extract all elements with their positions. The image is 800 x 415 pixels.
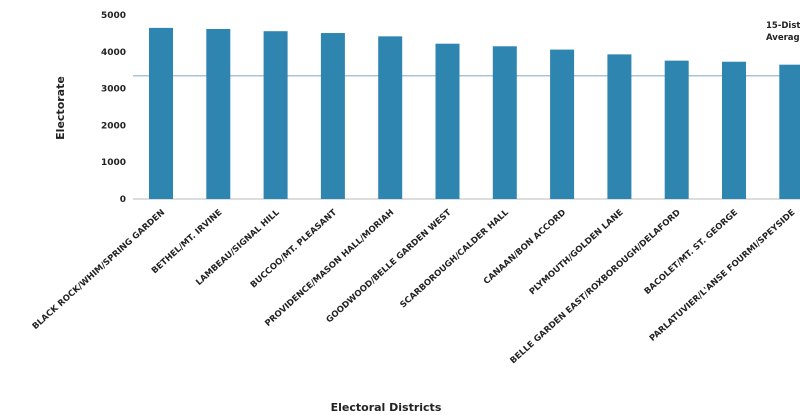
bar xyxy=(492,46,517,199)
y-axis-title: Electorate xyxy=(54,76,67,140)
y-tick-label: 2000 xyxy=(101,121,126,131)
x-category-label: SCARBOROUGH/CALDER HALL xyxy=(398,207,511,310)
bar xyxy=(320,33,345,200)
bar xyxy=(206,28,231,200)
bar xyxy=(779,64,800,200)
y-axis: 0 1000 2000 3000 4000 5000 xyxy=(101,11,126,205)
bar xyxy=(664,60,689,199)
bar xyxy=(550,49,575,200)
y-tick-label: 4000 xyxy=(101,48,126,58)
y-tick-label: 3000 xyxy=(101,85,126,95)
x-category-label: BLACK ROCK/WHIM/SPRING GARDEN xyxy=(31,208,167,332)
bar xyxy=(607,54,632,199)
bar xyxy=(263,31,288,199)
x-axis-title: Electoral Districts xyxy=(331,401,442,414)
y-tick-label: 0 xyxy=(120,195,126,205)
x-category-label: PLYMOUTH/GOLDEN LANE xyxy=(528,208,626,298)
average-reference: 15-Dist Average xyxy=(133,21,800,77)
y-tick-label: 5000 xyxy=(101,11,126,21)
average-label-line1: 15-Dist xyxy=(766,21,800,31)
bar xyxy=(378,36,403,200)
y-tick-label: 1000 xyxy=(101,158,126,168)
x-category-label: GOODWOOD/BELLE GARDEN WEST xyxy=(325,208,454,326)
average-label-line2: Average xyxy=(766,33,800,43)
x-category-label: BACOLET/MT. ST. GEORGE xyxy=(643,208,740,297)
bars-group xyxy=(149,27,800,200)
bar xyxy=(722,61,746,200)
bar xyxy=(435,43,460,200)
category-labels: BLACK ROCK/WHIM/SPRING GARDENBETHEL/MT. … xyxy=(31,207,798,366)
x-category-label: PROVIDENCE/MASON HALL/MORIAH xyxy=(263,208,396,329)
bar xyxy=(149,27,173,199)
